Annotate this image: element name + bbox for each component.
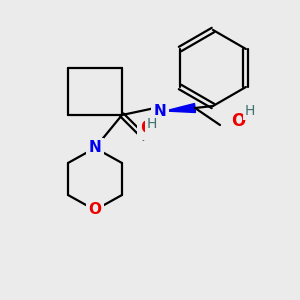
Text: N: N [154, 103, 166, 118]
Text: O: O [140, 119, 154, 137]
Text: H: H [147, 117, 157, 131]
Text: H: H [245, 104, 255, 118]
Text: O: O [88, 202, 101, 217]
Text: N: N [88, 140, 101, 155]
Polygon shape [165, 103, 195, 112]
Text: O: O [231, 112, 245, 130]
